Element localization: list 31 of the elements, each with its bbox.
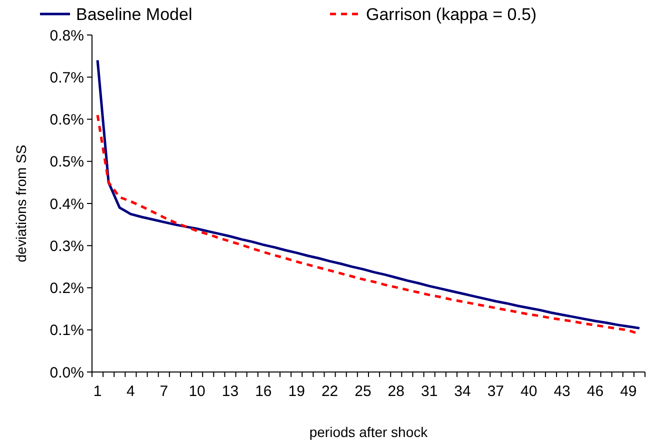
- x-axis-title: periods after shock: [309, 424, 429, 440]
- y-tick-label: 0.5%: [50, 154, 84, 171]
- y-tick-label: 0.1%: [50, 322, 84, 340]
- x-tick-label: 22: [321, 383, 338, 400]
- x-tick-label: 4: [126, 383, 135, 400]
- y-axis-title: deviations from SS: [13, 144, 29, 262]
- legend-label: Baseline Model: [76, 4, 192, 24]
- x-tick-label: 49: [620, 383, 637, 400]
- y-tick-label: 0.7%: [50, 69, 84, 86]
- y-tick-label: 0.4%: [50, 196, 84, 213]
- x-tick-label: 7: [160, 383, 168, 400]
- x-tick-label: 34: [454, 383, 471, 400]
- x-tick-label: 46: [586, 383, 604, 400]
- x-tick-label: 25: [354, 383, 372, 400]
- y-tick-label: 0.6%: [50, 112, 84, 128]
- y-tick-label: 0.3%: [50, 238, 84, 255]
- x-tick-label: 19: [288, 383, 305, 400]
- line-series: [96, 59, 641, 330]
- y-tick-label: 0.0%: [50, 364, 84, 382]
- x-tick-label: 1: [93, 383, 102, 400]
- x-tick-label: 28: [388, 383, 404, 400]
- x-tick-label: 40: [520, 383, 538, 400]
- legend-label: Garrison (kappa = 0.5): [366, 4, 537, 24]
- x-tick-label: 16: [255, 383, 272, 400]
- x-tick-label: 31: [420, 383, 438, 400]
- x-tick-label: 37: [487, 383, 504, 400]
- x-tick-label: 13: [222, 383, 239, 400]
- y-tick-label: 0.2%: [50, 280, 84, 297]
- y-tick-label: 0.8%: [50, 27, 84, 44]
- x-tick-label: 43: [554, 383, 570, 400]
- x-tick-label: 10: [188, 383, 206, 400]
